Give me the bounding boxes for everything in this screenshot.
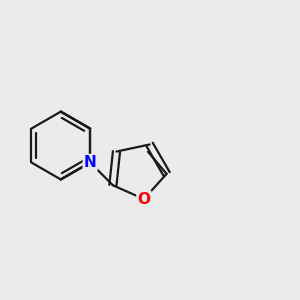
- Text: O: O: [137, 192, 150, 207]
- Text: N: N: [84, 155, 97, 170]
